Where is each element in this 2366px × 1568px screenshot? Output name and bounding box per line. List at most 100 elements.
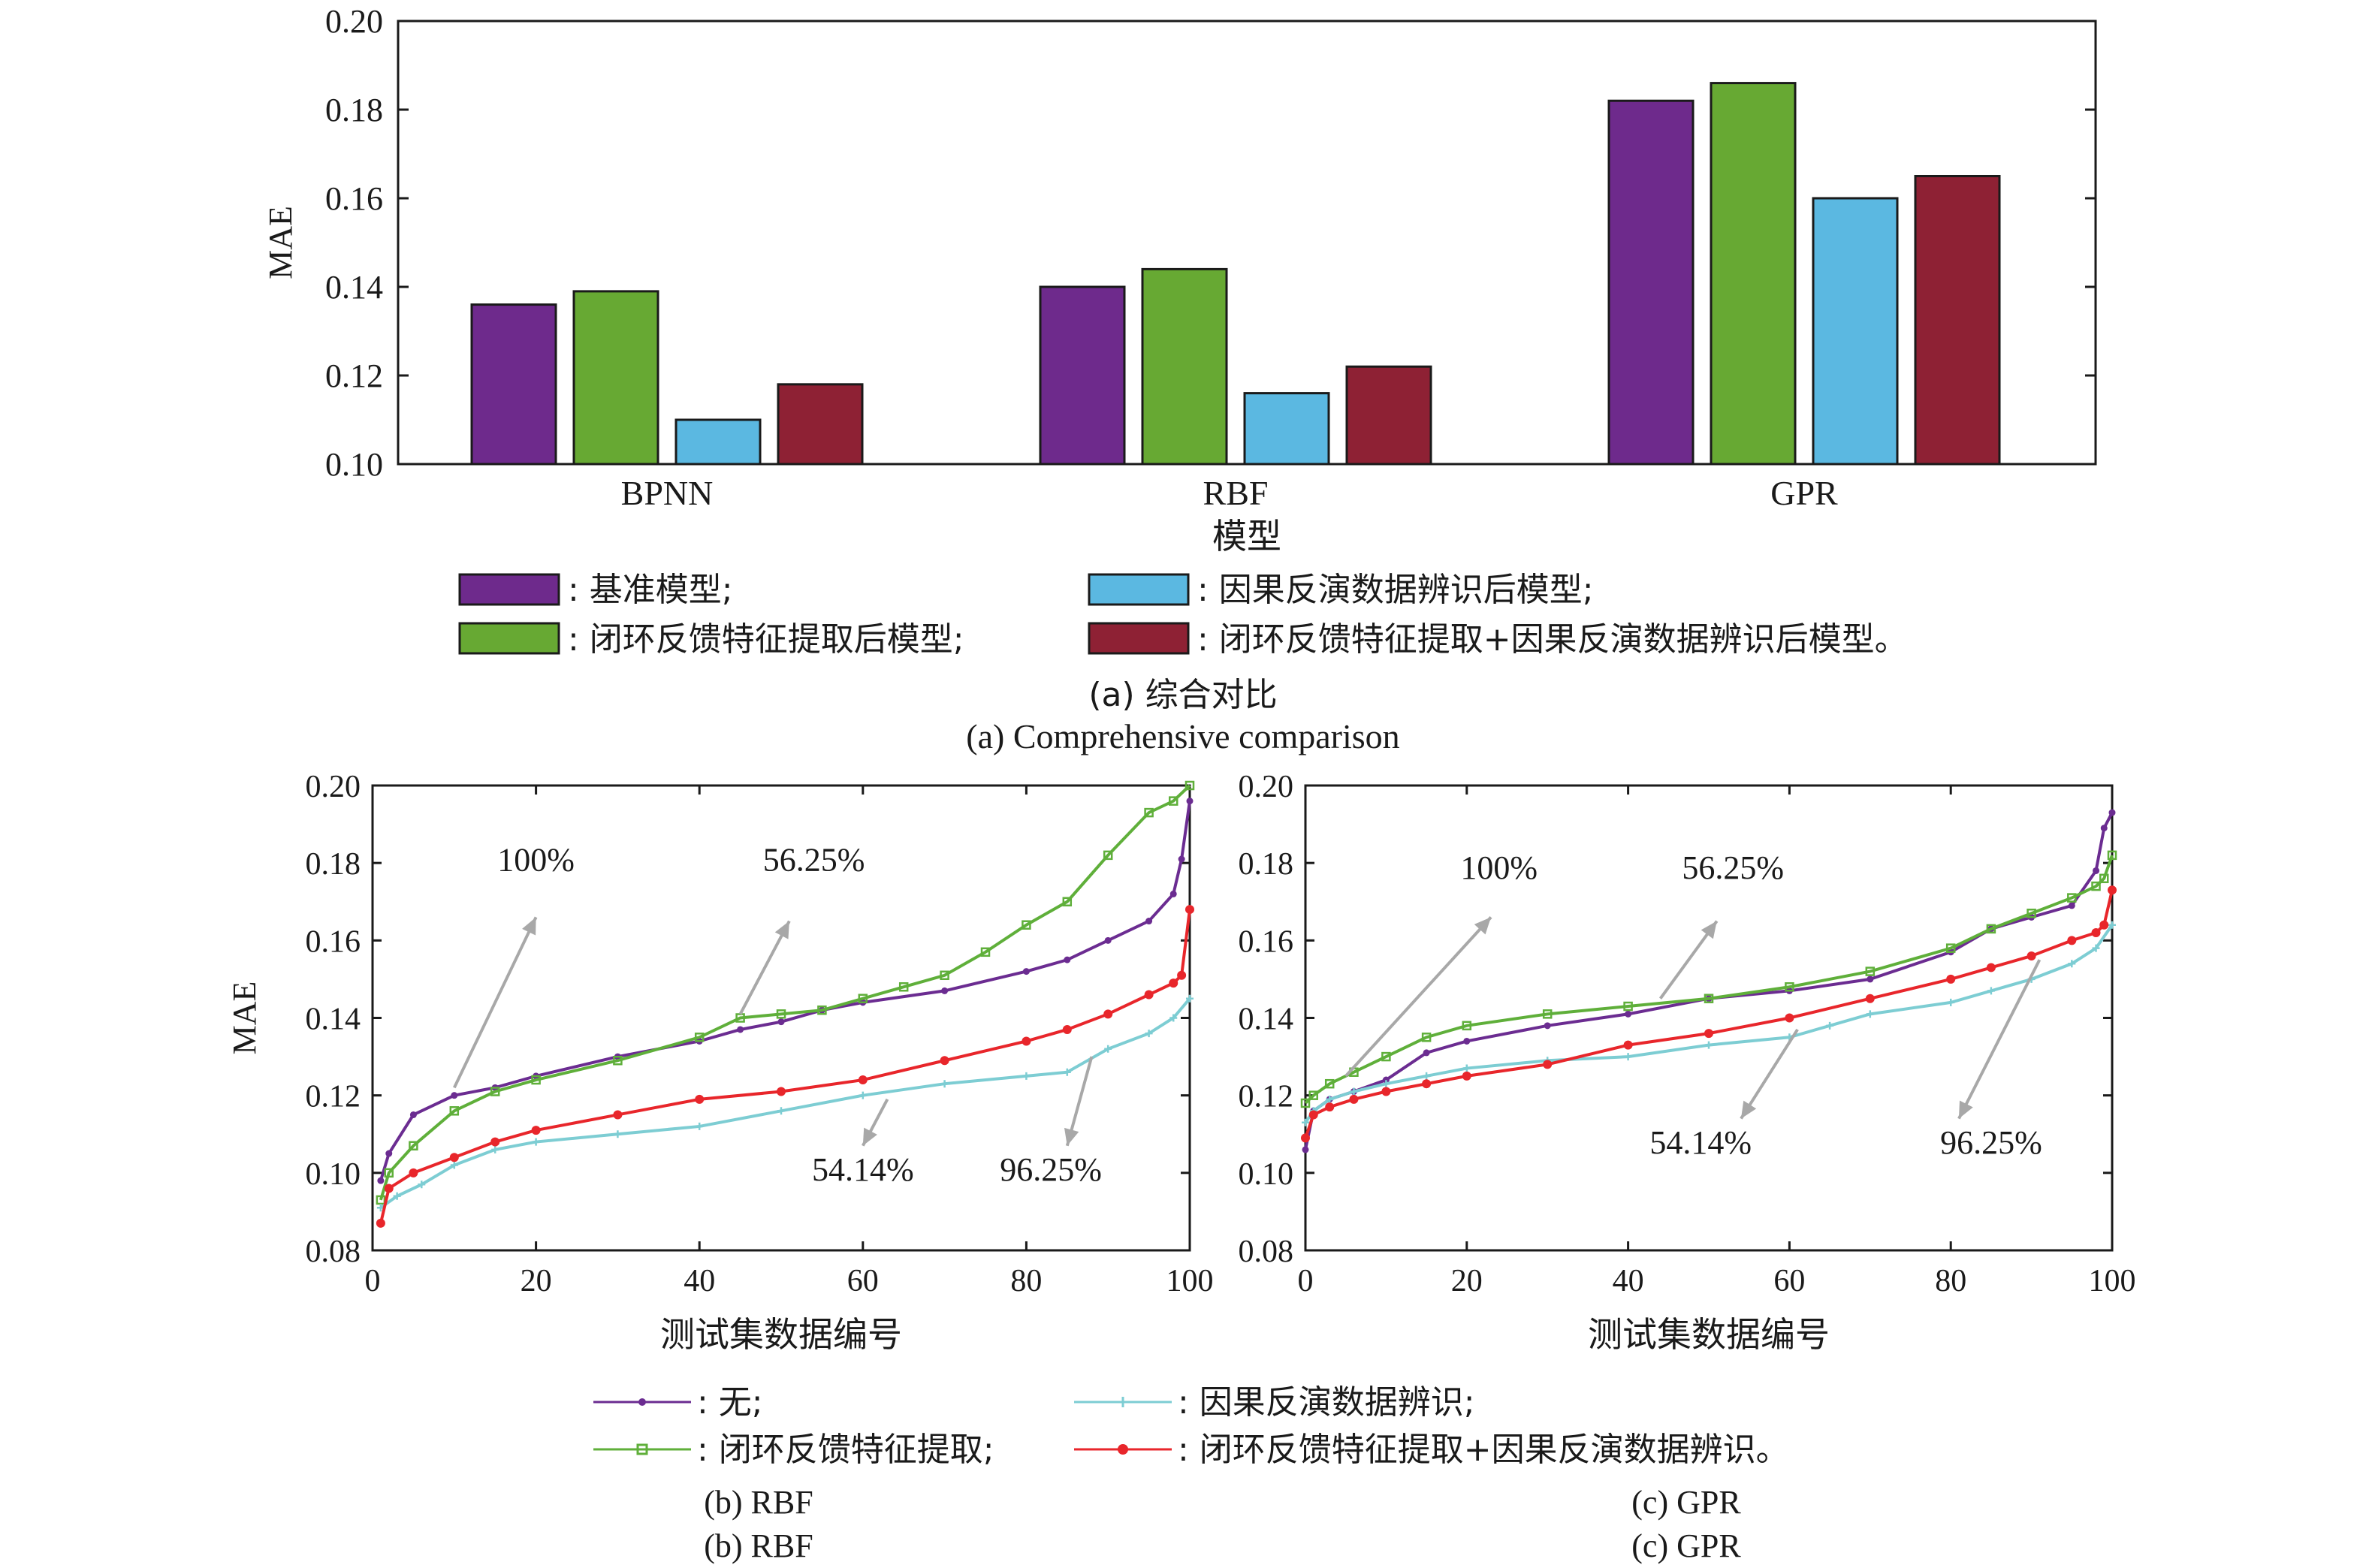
data-point <box>1301 1133 1310 1143</box>
data-point <box>940 970 949 981</box>
bar <box>777 383 864 466</box>
annotation-arrowhead <box>1958 1100 1973 1119</box>
data-point <box>1103 850 1113 861</box>
data-point <box>695 1094 705 1104</box>
data-point <box>940 1080 949 1088</box>
data-point <box>2091 881 2101 891</box>
annotation-label: 56.25% <box>1682 849 1784 886</box>
data-point <box>1381 1051 1391 1062</box>
data-point <box>1063 1068 1071 1076</box>
x-category-label: BPNN <box>621 474 714 512</box>
data-point <box>1381 1087 1391 1096</box>
y-tick-label: 0.20 <box>306 770 361 804</box>
y-tick-label: 0.12 <box>325 357 383 394</box>
data-point <box>1423 1072 1431 1080</box>
data-point <box>2108 809 2116 816</box>
x-tick-label: 20 <box>1451 1264 1483 1298</box>
series-path <box>379 801 1191 1181</box>
y-tick-label: 0.20 <box>1239 770 1294 804</box>
x-tick-label: 0 <box>365 1264 381 1298</box>
legend-swatch-closed-loop <box>458 622 560 655</box>
data-point <box>1169 890 1177 897</box>
annotation-arrowhead <box>1740 1100 1757 1119</box>
legend-line-causal <box>1074 1397 1172 1407</box>
data-point <box>614 1130 622 1138</box>
series-path <box>379 784 1191 1201</box>
y-tick-label: 0.18 <box>325 92 383 128</box>
caption-c-en: (c) GPR <box>1631 1527 1741 1564</box>
line-chart-rbf: 0.08 0.10 0.12 0.14 0.16 0.18 0.20 0 20 40 60 80 100… <box>226 770 1214 1355</box>
annotation-arrowhead <box>774 921 789 939</box>
annotation-label: 54.14% <box>812 1151 914 1188</box>
series-line <box>376 994 1194 1212</box>
legend-bottom: : 无; : 因果反演数据辨识; : 闭环反馈特征提取; : 闭环反馈特征提取+… <box>593 1383 1789 1469</box>
data-point <box>409 1111 417 1118</box>
x-tick-label: 100 <box>1166 1264 1214 1298</box>
data-point <box>1349 1094 1359 1104</box>
legend-label-baseline: : 基准模型; <box>568 571 733 609</box>
data-point <box>1145 1030 1153 1038</box>
data-point <box>1064 956 1071 963</box>
data-point <box>1463 1037 1471 1045</box>
data-point <box>1705 1041 1713 1049</box>
caption-b-cn: (b) RBF <box>704 1484 813 1521</box>
data-point <box>490 1137 500 1147</box>
bar <box>1039 285 1126 466</box>
data-point <box>2107 850 2117 861</box>
data-point <box>376 1195 386 1205</box>
data-point <box>1423 1049 1430 1057</box>
caption-a-en: (a) Comprehensive comparison <box>966 717 1399 755</box>
series-line <box>376 780 1195 1205</box>
data-point <box>858 994 868 1003</box>
data-point <box>2068 902 2075 909</box>
data-point <box>980 947 991 957</box>
data-point <box>2100 825 2108 832</box>
data-point <box>449 1106 460 1116</box>
data-point <box>696 1122 704 1130</box>
annotation-label: 54.14% <box>1649 1124 1752 1161</box>
data-point <box>1986 963 1996 972</box>
x-tick-label: 0 <box>1298 1264 1314 1298</box>
data-point <box>1826 1021 1834 1030</box>
bar-chart-comprehensive: 0.10 0.12 0.14 0.16 0.18 0.20 MAE BPNN RBF GPR 模型 <box>262 3 2097 556</box>
data-point <box>2026 908 2036 918</box>
annotation-label: 100% <box>497 841 575 878</box>
data-point <box>1300 1098 1311 1108</box>
y-tick-label: 0.10 <box>325 446 383 483</box>
data-point <box>898 982 909 992</box>
data-point <box>450 1161 458 1169</box>
data-point <box>1350 1087 1358 1096</box>
data-point <box>1185 905 1194 915</box>
y-tick-label: 0.14 <box>325 269 383 306</box>
data-point <box>1326 1095 1334 1103</box>
data-point <box>1422 1079 1432 1089</box>
bar <box>1914 175 2001 466</box>
x-tick-label: 60 <box>1773 1264 1805 1298</box>
legend-line-combined <box>1074 1444 1172 1455</box>
bar <box>1345 365 1432 466</box>
data-point <box>449 1153 459 1162</box>
data-point <box>777 1087 786 1096</box>
series-path <box>1304 924 2114 1123</box>
data-point <box>613 1055 623 1066</box>
data-point <box>1946 974 1956 984</box>
y-tick-label: 0.16 <box>1239 924 1294 959</box>
line-chart-gpr: 0.08 0.10 0.12 0.14 0.16 0.18 0.20 0 20 40 60 80 100… <box>1239 770 2136 1355</box>
data-point <box>1062 1024 1072 1034</box>
y-tick-label: 0.20 <box>325 3 383 40</box>
legend-label-causal-id: : 因果反演数据辨识; <box>1178 1383 1475 1422</box>
data-point <box>1168 796 1178 806</box>
y-tick-label: 0.16 <box>325 180 383 217</box>
data-point <box>1624 1053 1632 1061</box>
y-tick-label: 0.14 <box>306 1003 361 1037</box>
data-point <box>409 1168 418 1178</box>
annotation-arrowhead <box>1064 1127 1079 1146</box>
annotation-arrowhead <box>1474 917 1492 935</box>
data-point <box>1623 1001 1633 1012</box>
data-point <box>737 1026 744 1033</box>
annotation-arrow <box>1957 959 2042 1120</box>
data-point <box>1022 1072 1031 1080</box>
data-point <box>385 1150 393 1157</box>
x-tick-label: 20 <box>521 1264 552 1298</box>
annotation-arrowhead <box>862 1127 877 1146</box>
